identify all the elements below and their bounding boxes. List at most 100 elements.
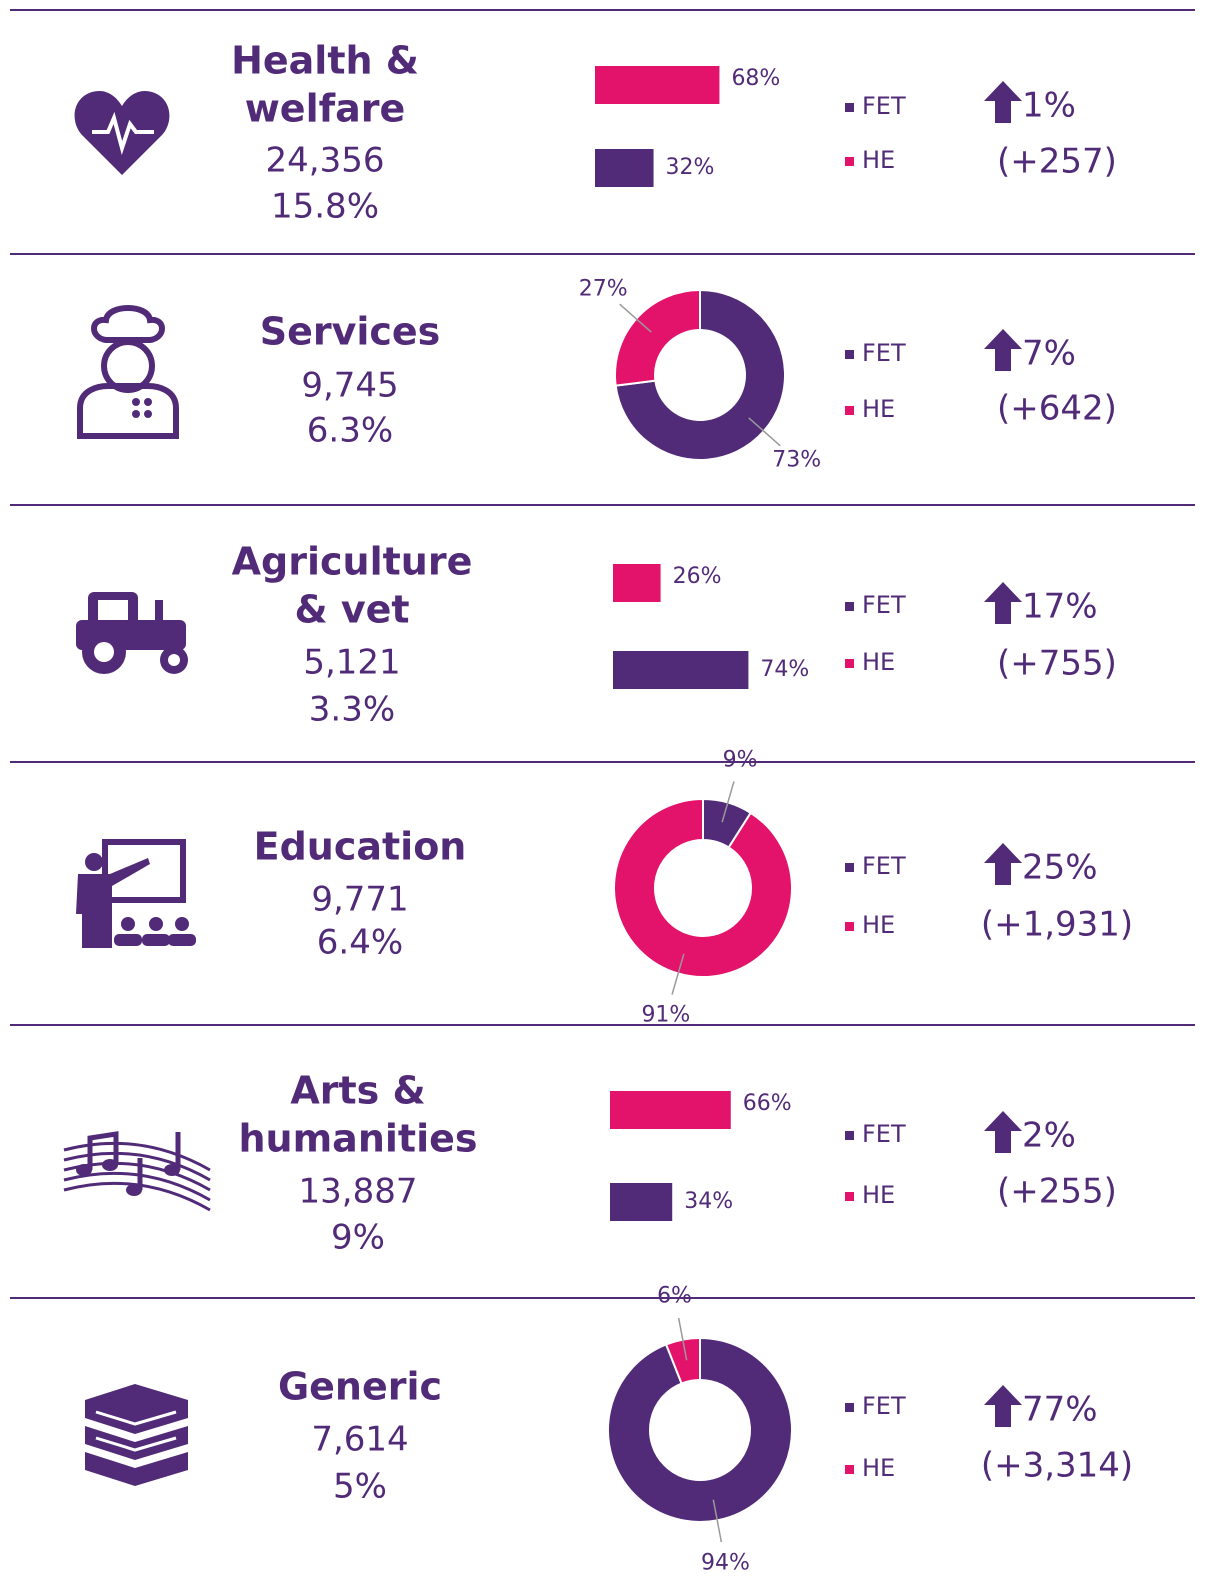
- leader-line: [712, 1499, 723, 1543]
- bar: [610, 1183, 673, 1221]
- category-title: humanities: [238, 1117, 477, 1161]
- legend-swatch: [845, 1131, 854, 1140]
- category-title: welfare: [245, 87, 406, 131]
- bar: [610, 1091, 731, 1129]
- donut-slice: [607, 1336, 793, 1523]
- donut-slice: [664, 1336, 701, 1385]
- category-title: Health &: [231, 39, 419, 83]
- change-count: (+642): [997, 389, 1117, 429]
- share: 3.3%: [309, 690, 395, 730]
- slice-label: 94%: [701, 1551, 750, 1576]
- category-title: Agriculture: [232, 540, 473, 584]
- legend-swatch: [845, 103, 854, 112]
- legend-label: HE: [862, 395, 895, 423]
- bar: [613, 564, 661, 602]
- legend-swatch: [845, 1192, 854, 1201]
- change-count: (+255): [997, 1172, 1117, 1212]
- books-icon: [85, 1384, 188, 1486]
- change-count: (+1,931): [981, 905, 1133, 945]
- legend-swatch: [845, 863, 854, 872]
- legend-label: HE: [862, 1454, 895, 1482]
- leader-line: [619, 303, 652, 333]
- donut-slice: [614, 288, 786, 461]
- legend-swatch: [845, 922, 854, 931]
- bar: [595, 66, 720, 104]
- donut-slice: [614, 288, 701, 387]
- slice-label: 73%: [772, 447, 821, 472]
- slice-label: 27%: [579, 277, 628, 302]
- leader-line: [721, 781, 735, 823]
- up-arrow: [984, 582, 1022, 624]
- leader-line: [677, 1317, 688, 1361]
- legend-swatch: [845, 350, 854, 359]
- legend-label: FET: [862, 852, 906, 880]
- legend-label: FET: [862, 339, 906, 367]
- up-arrow: [984, 1385, 1022, 1427]
- count: 9,745: [301, 366, 398, 406]
- legend-label: HE: [862, 146, 895, 174]
- legend-swatch: [845, 1403, 854, 1412]
- change-percent: 17%: [1022, 587, 1098, 627]
- change-count: (+257): [997, 142, 1117, 182]
- legend-swatch: [845, 406, 854, 415]
- count: 24,356: [266, 141, 385, 181]
- donut-slice: [613, 797, 793, 978]
- leader-line: [671, 953, 685, 995]
- count: 5,121: [303, 643, 400, 683]
- change-percent: 25%: [1022, 848, 1098, 888]
- category-title: Services: [260, 310, 441, 354]
- share: 15.8%: [271, 187, 379, 227]
- category-title: Generic: [278, 1365, 442, 1409]
- legend-label: FET: [862, 591, 906, 619]
- legend-swatch: [845, 602, 854, 611]
- legend-label: FET: [862, 92, 906, 120]
- bar: [595, 149, 654, 187]
- legend-swatch: [845, 157, 854, 166]
- bar-label: 32%: [666, 155, 715, 180]
- bar-label: 26%: [673, 564, 722, 589]
- category-title: Education: [254, 825, 467, 869]
- bar: [613, 651, 749, 689]
- leader-line: [748, 417, 781, 447]
- legend-label: FET: [862, 1392, 906, 1420]
- change-percent: 1%: [1022, 86, 1076, 126]
- slice-label: 91%: [641, 1003, 690, 1028]
- bar-label: 66%: [743, 1091, 792, 1116]
- bar-label: 68%: [731, 66, 780, 91]
- up-arrow: [984, 843, 1022, 885]
- category-title: Arts &: [290, 1069, 425, 1113]
- category-title: & vet: [294, 588, 409, 632]
- up-arrow: [984, 1111, 1022, 1153]
- change-count: (+755): [997, 644, 1117, 684]
- up-arrow: [984, 81, 1022, 123]
- count: 9,771: [311, 880, 408, 920]
- change-percent: 77%: [1022, 1390, 1098, 1430]
- legend-label: HE: [862, 1181, 895, 1209]
- count: 7,614: [311, 1420, 408, 1460]
- tractor-icon: [76, 592, 188, 674]
- legend-label: HE: [862, 911, 895, 939]
- change-percent: 2%: [1022, 1116, 1076, 1156]
- legend-swatch: [845, 659, 854, 668]
- chef-icon: [77, 305, 179, 439]
- legend-swatch: [845, 1465, 854, 1474]
- heart-pulse: [92, 111, 154, 155]
- change-count: (+3,314): [981, 1446, 1133, 1486]
- legend-label: HE: [862, 648, 895, 676]
- share: 6.4%: [317, 923, 403, 963]
- slice-label: 6%: [657, 1283, 692, 1308]
- teacher-icon: [76, 839, 196, 948]
- music-notes: [76, 1159, 180, 1196]
- slice-label: 9%: [723, 747, 758, 772]
- bar-label: 74%: [760, 657, 809, 682]
- share: 6.3%: [307, 411, 393, 451]
- change-percent: 7%: [1022, 334, 1076, 374]
- up-arrow: [984, 329, 1022, 371]
- icons: [63, 90, 211, 1486]
- legend-label: FET: [862, 1120, 906, 1148]
- share: 9%: [331, 1218, 385, 1258]
- heart-icon: [74, 90, 170, 175]
- share: 5%: [333, 1467, 387, 1507]
- bar-label: 34%: [684, 1189, 733, 1214]
